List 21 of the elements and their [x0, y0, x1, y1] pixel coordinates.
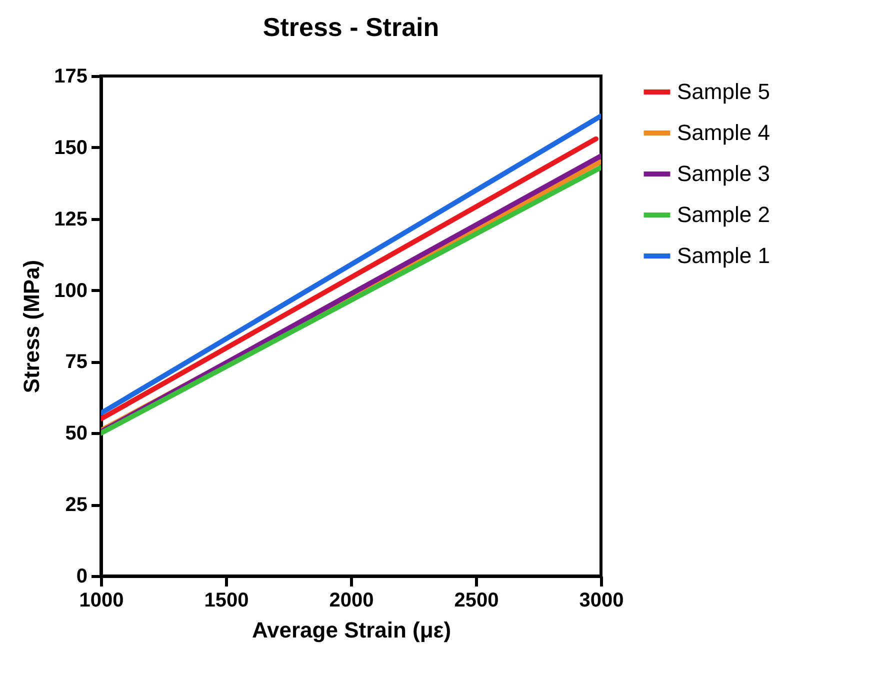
- legend-label: Sample 3: [677, 161, 770, 186]
- y-tick-label: 0: [76, 566, 88, 588]
- y-tick-label: 175: [54, 66, 88, 88]
- y-tick-label: 150: [54, 136, 88, 159]
- y-tick-label: 100: [54, 280, 88, 302]
- x-tick-label: 2500: [454, 590, 499, 612]
- y-tick-label: 25: [65, 494, 88, 516]
- x-tick-label: 1500: [204, 590, 249, 612]
- x-tick-label: 1000: [79, 590, 124, 612]
- x-axis-title: Average Strain (με): [252, 618, 452, 642]
- x-tick-label: 2000: [329, 590, 374, 612]
- legend-label: Sample 5: [677, 79, 770, 104]
- y-tick-label: 75: [65, 351, 88, 374]
- chart-title: Stress - Strain: [262, 12, 440, 42]
- legend-label: Sample 2: [677, 202, 770, 227]
- y-axis-title: Stress (MPa): [19, 260, 44, 394]
- legend-label: Sample 4: [677, 120, 770, 145]
- x-tick-label: 3000: [579, 590, 624, 612]
- y-tick-label: 50: [65, 422, 88, 445]
- legend-label: Sample 1: [677, 243, 770, 268]
- y-tick-label: 125: [54, 208, 88, 230]
